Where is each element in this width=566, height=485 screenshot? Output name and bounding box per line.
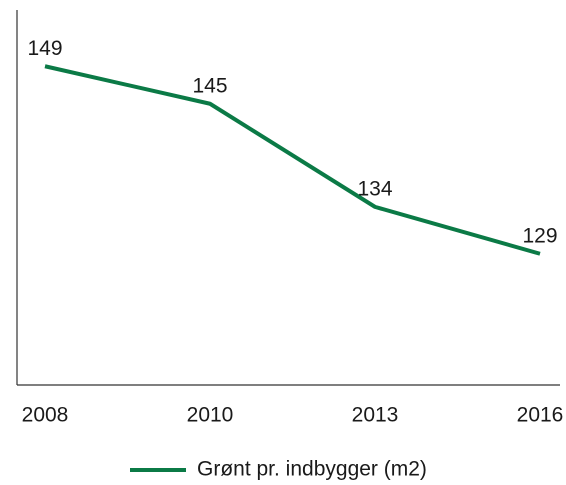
x-tick-label: 2008 xyxy=(22,404,69,427)
data-label: 134 xyxy=(357,177,392,200)
x-tick-label: 2016 xyxy=(517,404,564,427)
data-label: 145 xyxy=(192,74,227,97)
line-series xyxy=(44,64,541,256)
data-label: 149 xyxy=(27,37,62,60)
x-tick-label: 2013 xyxy=(352,404,399,427)
x-tick-label: 2010 xyxy=(187,404,234,427)
data-label: 129 xyxy=(522,224,557,247)
legend-label: Grønt pr. indbygger (m2) xyxy=(197,458,427,481)
